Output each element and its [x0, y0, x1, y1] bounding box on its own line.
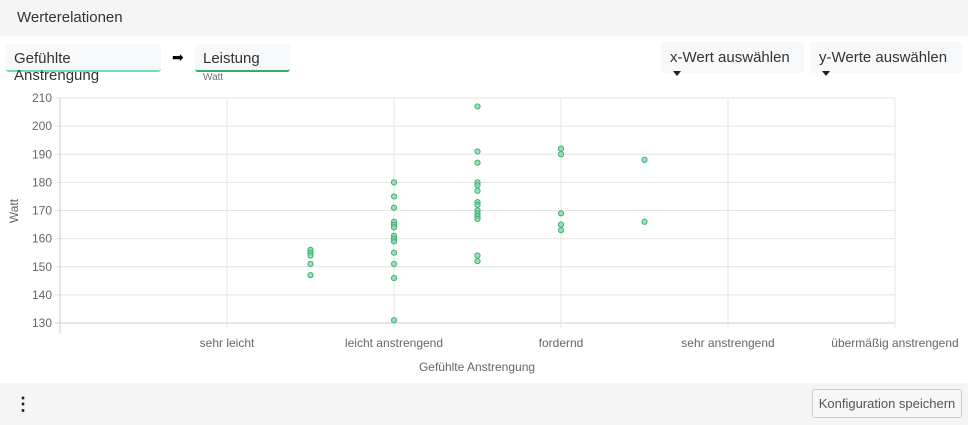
panel-header: Werterelationen	[0, 0, 968, 36]
save-configuration-button[interactable]: Konfiguration speichern	[812, 389, 962, 418]
scatter-chart: sehr leicht leicht anstrengend fordernd seh…	[7, 91, 959, 374]
data-point	[307, 272, 314, 279]
y-tick-label: 130	[32, 316, 52, 330]
data-point	[474, 159, 481, 166]
panel-footer: ⋮ Konfiguration speichern	[0, 383, 968, 425]
data-point	[390, 249, 398, 256]
data-point	[390, 317, 398, 324]
y-tick-label: 190	[32, 147, 52, 161]
data-point	[474, 258, 481, 265]
panel-title: Werterelationen	[17, 9, 123, 26]
x-value-select-button[interactable]: x-Wert auswählen	[661, 42, 804, 76]
kebab-icon[interactable]: ⋮	[14, 394, 32, 414]
data-point	[307, 252, 314, 259]
x-axis-tick-labels: sehr leicht leicht anstrengend fordernd seh…	[200, 336, 959, 350]
x-value-select-label: x-Wert auswählen	[670, 49, 790, 66]
y-tick-label: 160	[32, 232, 52, 246]
y-tick-label: 170	[32, 204, 52, 218]
data-point	[390, 193, 398, 200]
x-tick-label: fordernd	[539, 336, 584, 350]
x-tick-label: leicht anstrengend	[345, 336, 443, 350]
data-point	[474, 252, 481, 259]
x-axis-title: Gefühlte Anstrengung	[419, 360, 535, 374]
data-point	[474, 201, 481, 208]
x-tick-label: übermäßig anstrengend	[831, 336, 958, 350]
y-tick-label: 150	[32, 260, 52, 274]
caret-down-icon	[822, 70, 830, 76]
y-tick-label: 180	[32, 175, 52, 189]
data-point	[557, 151, 565, 158]
y-values-select-label: y-Werte auswählen	[819, 49, 948, 66]
y-tick-label: 200	[32, 119, 52, 133]
x-tick-label: sehr anstrengend	[681, 336, 774, 350]
x-variable-label: Gefühlte Anstrengung	[14, 50, 100, 84]
y-axis-title: Watt	[7, 198, 21, 223]
y-values-select-button[interactable]: y-Werte auswählen	[810, 42, 962, 76]
data-point	[641, 218, 648, 225]
y-axis-tick-labels: 130 140 150 160 170 180 190 200 210	[32, 91, 52, 330]
data-point	[557, 210, 565, 217]
data-point	[641, 156, 648, 163]
data-point	[474, 103, 481, 110]
data-point	[474, 148, 481, 155]
y-tick-label: 210	[32, 91, 52, 105]
data-point	[390, 224, 398, 231]
x-tick-label: sehr leicht	[200, 336, 255, 350]
data-point	[557, 221, 565, 228]
x-variable-chip[interactable]: Gefühlte Anstrengung	[6, 44, 161, 84]
y-variable-chip[interactable]: Leistung Watt	[195, 44, 290, 83]
data-point	[307, 260, 314, 268]
data-point	[390, 179, 398, 186]
y-variable-label: Leistung	[203, 50, 260, 67]
data-point	[390, 204, 398, 211]
caret-down-icon	[673, 70, 681, 76]
y-tick-label: 140	[32, 288, 52, 302]
data-point	[557, 227, 565, 234]
data-point	[474, 187, 481, 194]
data-point	[474, 182, 481, 189]
data-point	[390, 274, 398, 282]
data-point	[474, 215, 481, 223]
data-point	[390, 238, 398, 245]
data-points	[307, 103, 648, 324]
data-point	[557, 145, 565, 152]
data-point	[390, 260, 398, 268]
arrow-right-icon: ➡	[172, 49, 184, 65]
y-variable-unit: Watt	[203, 72, 224, 83]
